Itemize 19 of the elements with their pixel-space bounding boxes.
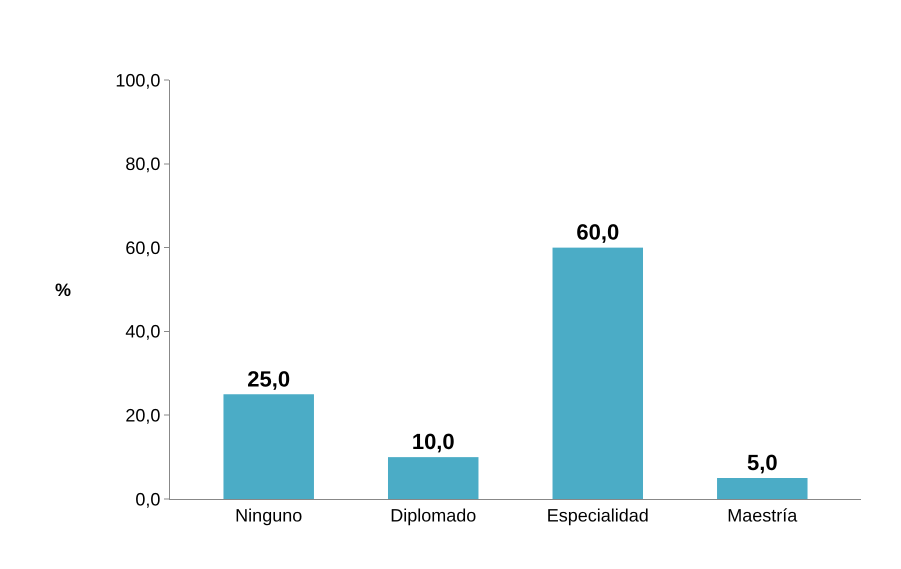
y-tick-label: 80,0: [125, 154, 160, 174]
x-tick-label: Especialidad: [546, 506, 649, 526]
data-label: 60,0: [576, 220, 620, 245]
bar: [552, 248, 644, 499]
bar: [388, 457, 478, 499]
y-tick-label: 20,0: [125, 406, 160, 426]
y-tick-label: 0,0: [135, 489, 160, 510]
y-tick-label: 40,0: [125, 322, 160, 342]
y-tick-label: 60,0: [125, 238, 160, 258]
x-tick-label: Maestría: [727, 506, 798, 526]
x-tick-label: Diplomado: [390, 506, 476, 526]
bar: [223, 394, 314, 499]
y-axis-title: %: [55, 280, 72, 300]
data-label: 10,0: [412, 429, 455, 454]
data-label: 5,0: [746, 450, 778, 476]
x-tick-label: Ninguno: [235, 506, 302, 526]
bar: [717, 478, 808, 499]
data-label: 25,0: [247, 366, 290, 392]
y-tick-label: 100,0: [115, 70, 160, 90]
